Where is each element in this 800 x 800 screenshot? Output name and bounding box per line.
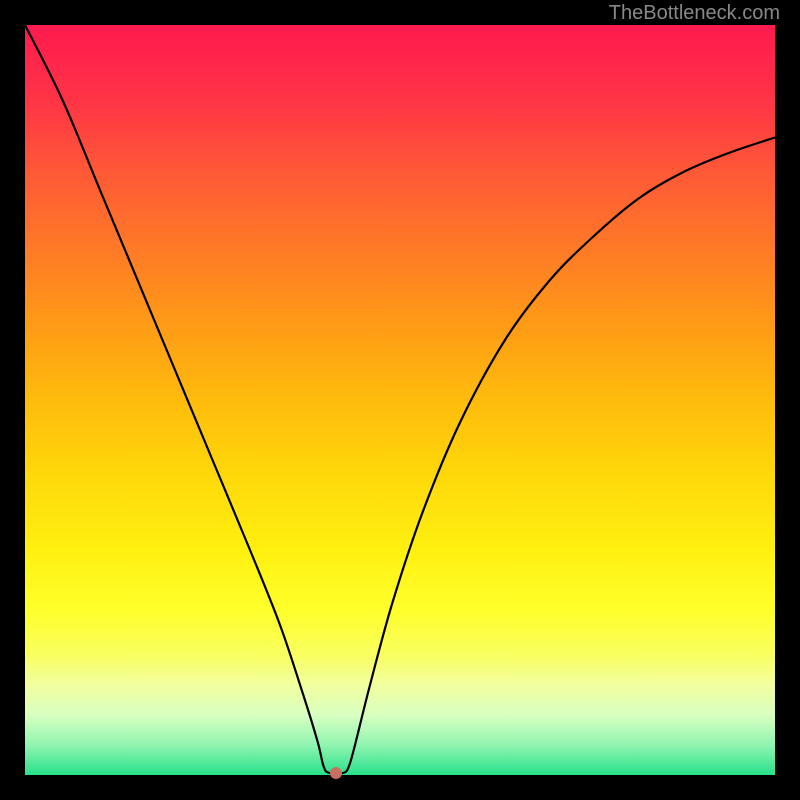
minimum-marker-icon <box>330 767 342 779</box>
plot-area <box>25 25 775 775</box>
gradient-background <box>25 25 775 775</box>
watermark-text: TheBottleneck.com <box>609 2 780 25</box>
